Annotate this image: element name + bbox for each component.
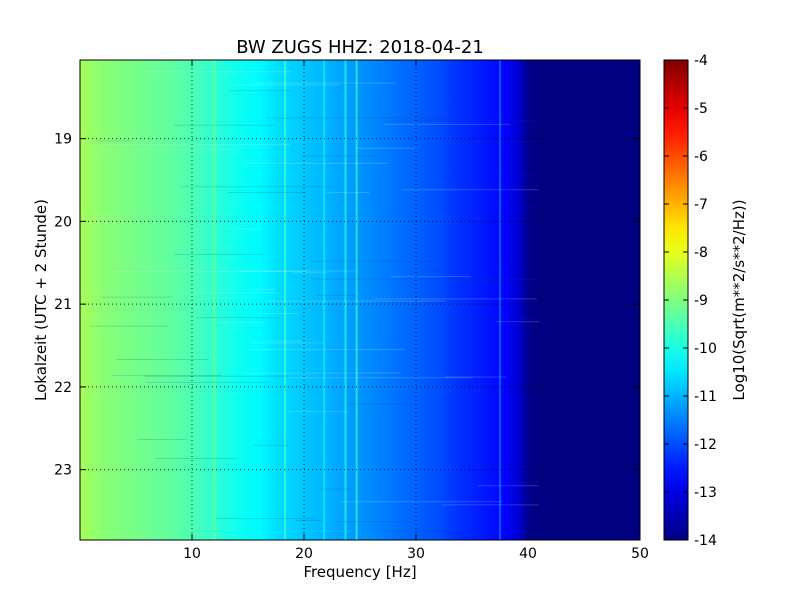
spectrogram-background <box>80 60 640 540</box>
x-axis: 10 20 30 40 50 <box>183 60 649 562</box>
spectrogram-texture <box>90 60 540 540</box>
y-tick-label: 20 <box>54 214 72 230</box>
colorbar-tick-label: -5 <box>694 101 708 117</box>
colorbar-tick-label: -12 <box>694 437 717 453</box>
colorbar-tick-label: -9 <box>694 293 708 309</box>
x-tick-label: 30 <box>407 546 425 562</box>
colorbar: -4 -5 -6 -7 -8 -9 -10 -11 -12 -13 -14 Log10(Sqrt(m… <box>663 53 748 549</box>
y-tick-label: 21 <box>54 297 72 313</box>
colorbar-tick-label: -10 <box>694 341 717 357</box>
y-tick-label: 22 <box>54 380 72 396</box>
x-tick-label: 40 <box>519 546 537 562</box>
colorbar-tick-label: -11 <box>694 389 717 405</box>
x-tick-label: 50 <box>631 546 649 562</box>
y-tick-label: 23 <box>54 463 72 479</box>
y-axis: 19 20 21 22 23 <box>54 132 640 479</box>
colorbar-tick-label: -14 <box>694 533 717 549</box>
colorbar-tick-label: -7 <box>694 197 708 213</box>
chart-title: BW ZUGS HHZ: 2018-04-21 <box>236 37 484 58</box>
colorbar-ticks: -4 -5 -6 -7 -8 -9 -10 -11 -12 -13 -14 <box>664 53 717 549</box>
colorbar-label: Log10(Sqrt(m**2/s**2/Hz)) <box>730 199 748 400</box>
x-axis-label: Frequency [Hz] <box>303 563 416 581</box>
plot-area <box>79 59 641 541</box>
x-tick-label: 10 <box>183 546 201 562</box>
plot-frame <box>79 59 641 541</box>
x-tick-label: 20 <box>295 546 313 562</box>
grid-lines <box>80 60 640 540</box>
y-tick-label: 19 <box>54 132 72 148</box>
colorbar-tick-label: -4 <box>694 53 708 69</box>
colorbar-tick-label: -8 <box>694 245 708 261</box>
y-axis-label: Lokalzeit (UTC + 2 Stunde) <box>32 199 50 401</box>
colorbar-tick-label: -6 <box>694 149 708 165</box>
colorbar-tick-label: -13 <box>694 485 717 501</box>
